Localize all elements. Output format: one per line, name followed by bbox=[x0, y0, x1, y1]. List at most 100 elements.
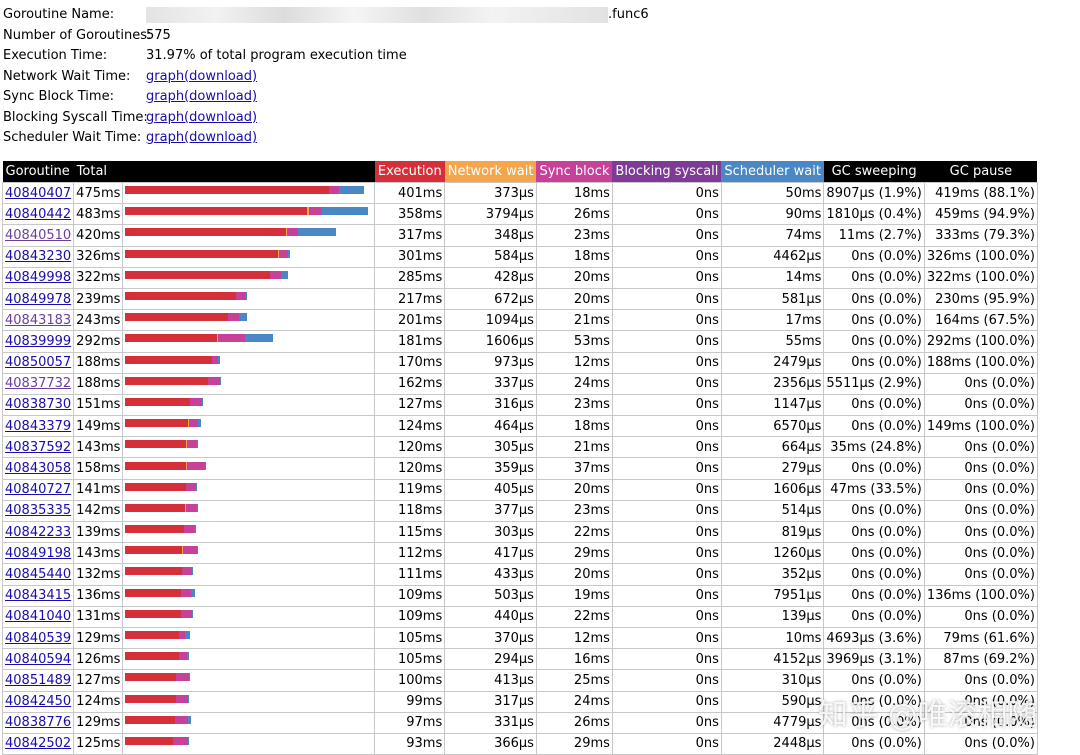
goroutine-id-link[interactable]: 40842233 bbox=[5, 524, 72, 540]
goroutine-id-link[interactable]: 40843058 bbox=[5, 461, 72, 477]
goroutine-id-link[interactable]: 40851489 bbox=[5, 672, 72, 688]
goroutine-id-link[interactable]: 40840539 bbox=[5, 630, 72, 646]
goroutine-id-link[interactable]: 40843415 bbox=[5, 588, 72, 604]
blocking-syscall-cell: 0ns bbox=[611, 436, 722, 459]
time-breakdown-bar-cell bbox=[122, 669, 376, 692]
header-gc-pause[interactable]: GC pause bbox=[924, 161, 1038, 183]
goroutine-id-link[interactable]: 40843379 bbox=[5, 418, 72, 434]
goroutine-id-cell: 40843058 bbox=[1, 457, 75, 480]
goroutine-id-link[interactable]: 40838776 bbox=[5, 715, 72, 731]
execution-segment bbox=[125, 313, 228, 322]
time-breakdown-bar-cell bbox=[122, 203, 376, 226]
scheduler-wait-segment bbox=[189, 673, 191, 682]
total-cell: 239ms bbox=[73, 287, 124, 311]
blocking-syscall-graph-link[interactable]: graph(download) bbox=[146, 109, 258, 125]
sync-block-graph-link[interactable]: graph(download) bbox=[146, 89, 258, 104]
time-breakdown-bar-cell bbox=[122, 499, 376, 523]
gc-sweeping-cell: 0ns (0.0%) bbox=[823, 732, 925, 755]
header-sync-block[interactable]: Sync block bbox=[536, 161, 613, 183]
goroutine-id-link[interactable]: 40843230 bbox=[5, 249, 72, 265]
goroutine-id-cell: 40849998 bbox=[1, 266, 75, 289]
goroutine-id-link[interactable]: 40845440 bbox=[5, 566, 72, 582]
goroutine-id-link[interactable]: 40849198 bbox=[5, 545, 72, 561]
goroutine-id-link[interactable]: 40837592 bbox=[5, 439, 72, 455]
goroutine-id-cell: 40851489 bbox=[1, 669, 75, 692]
network-wait-cell: 305µs bbox=[444, 436, 537, 459]
execution-segment bbox=[125, 207, 308, 216]
goroutine-id-link[interactable]: 40838730 bbox=[5, 397, 72, 413]
goroutine-id-link[interactable]: 40839999 bbox=[5, 333, 72, 349]
goroutine-id-link[interactable]: 40840594 bbox=[5, 651, 72, 667]
scheduler-wait-cell: 4779µs bbox=[720, 711, 825, 734]
goroutine-id-link[interactable]: 40840442 bbox=[5, 206, 72, 222]
scheduler-wait-segment bbox=[205, 461, 207, 470]
gc-sweeping-cell: 0ns (0.0%) bbox=[823, 690, 925, 713]
network-wait-cell: 433µs bbox=[444, 563, 537, 586]
execution-segment bbox=[125, 525, 184, 534]
goroutine-id-cell: 40840407 bbox=[1, 181, 75, 205]
scheduler-wait-segment bbox=[187, 652, 190, 661]
sync-block-cell: 20ms bbox=[535, 287, 613, 311]
summary-network-row: Network Wait Time: graph(download) bbox=[3, 67, 649, 88]
goroutine-id-link[interactable]: 40842450 bbox=[5, 694, 72, 710]
goroutine-id-link[interactable]: 40841040 bbox=[5, 609, 72, 625]
blocking-syscall-cell: 0ns bbox=[611, 669, 722, 692]
table-row: 40837732 188ms 162ms 337µs 24ms 0ns 2356µs 5511… bbox=[1, 372, 1038, 395]
time-breakdown-bar bbox=[125, 608, 372, 626]
goroutine-id-link[interactable]: 40835335 bbox=[5, 503, 72, 519]
time-breakdown-bar bbox=[125, 269, 372, 287]
table-row: 40840594 126ms 105ms 294µs 16ms 0ns 4152µs 3969… bbox=[1, 648, 1038, 671]
goroutine-summary: Goroutine Name: .func6 Number of Goroutin… bbox=[3, 5, 649, 149]
goroutine-id-link[interactable]: 40850057 bbox=[5, 355, 72, 371]
goroutine-id-cell: 40839999 bbox=[1, 330, 75, 353]
execution-cell: 401ms bbox=[374, 181, 446, 205]
goroutine-id-link[interactable]: 40837732 bbox=[5, 376, 72, 392]
blocking-syscall-cell: 0ns bbox=[611, 478, 722, 501]
time-breakdown-bar bbox=[125, 396, 372, 414]
table-row: 40842450 124ms 99ms 317µs 24ms 0ns 590µs 0ns (0… bbox=[1, 690, 1038, 713]
header-scheduler-wait[interactable]: Scheduler wait bbox=[721, 161, 824, 183]
goroutine-id-link[interactable]: 40840727 bbox=[5, 482, 72, 498]
scheduler-wait-segment bbox=[197, 419, 202, 428]
network-wait-graph-link[interactable]: graph(download) bbox=[146, 68, 258, 84]
goroutine-id-link[interactable]: 40843183 bbox=[5, 312, 72, 328]
goroutine-id-link[interactable]: 40849978 bbox=[5, 291, 72, 307]
goroutine-count-value: 575 bbox=[146, 27, 171, 43]
network-wait-cell: 672µs bbox=[444, 287, 537, 311]
goroutine-id-link[interactable]: 40840407 bbox=[5, 185, 72, 201]
time-breakdown-bar bbox=[125, 629, 372, 647]
scheduler-wait-segment bbox=[246, 292, 248, 301]
gc-sweeping-cell: 35ms (24.8%) bbox=[823, 436, 925, 459]
header-network-wait[interactable]: Network wait bbox=[444, 161, 537, 183]
goroutine-id-link[interactable]: 40849998 bbox=[5, 270, 72, 286]
sync-block-cell: 19ms bbox=[535, 584, 613, 607]
execution-time-label: Execution Time: bbox=[3, 48, 108, 63]
goroutine-id-link[interactable]: 40840510 bbox=[5, 227, 72, 243]
goroutine-id-link[interactable]: 40842502 bbox=[5, 736, 72, 752]
gc-sweeping-cell: 1810µs (0.4%) bbox=[823, 203, 925, 226]
scheduler-wait-cell: 50ms bbox=[720, 181, 825, 205]
scheduler-wait-cell: 17ms bbox=[720, 309, 825, 332]
header-execution[interactable]: Execution bbox=[374, 161, 445, 183]
goroutine-count-label: Number of Goroutines: bbox=[3, 27, 152, 43]
blocking-syscall-label: Blocking Syscall Time: bbox=[3, 109, 148, 125]
table-row: 40843058 158ms 120ms 359µs 37ms 0ns 279µs 0ns (… bbox=[1, 457, 1038, 480]
header-blocking-syscall[interactable]: Blocking syscall bbox=[612, 161, 722, 183]
execution-cell: 127ms bbox=[374, 393, 446, 417]
sync-block-cell: 20ms bbox=[535, 266, 613, 289]
gc-pause-cell: 230ms (95.9%) bbox=[923, 287, 1038, 311]
gc-pause-cell: 0ns (0.0%) bbox=[923, 393, 1038, 417]
scheduler-wait-cell: 4462µs bbox=[720, 245, 825, 268]
total-cell: 132ms bbox=[73, 563, 124, 586]
scheduler-wait-graph-link[interactable]: graph(download) bbox=[146, 130, 258, 145]
time-breakdown-bar-cell bbox=[122, 478, 376, 501]
goroutine-id-cell: 40837592 bbox=[1, 436, 75, 459]
header-gc-sweeping[interactable]: GC sweeping bbox=[823, 161, 925, 183]
header-goroutine[interactable]: Goroutine bbox=[2, 161, 74, 183]
sync-block-cell: 26ms bbox=[535, 711, 613, 734]
execution-cell: 105ms bbox=[374, 626, 446, 650]
execution-cell: 118ms bbox=[374, 499, 446, 523]
blocking-syscall-cell: 0ns bbox=[611, 732, 722, 755]
time-breakdown-bar bbox=[125, 417, 372, 435]
header-total[interactable]: Total bbox=[73, 161, 123, 183]
